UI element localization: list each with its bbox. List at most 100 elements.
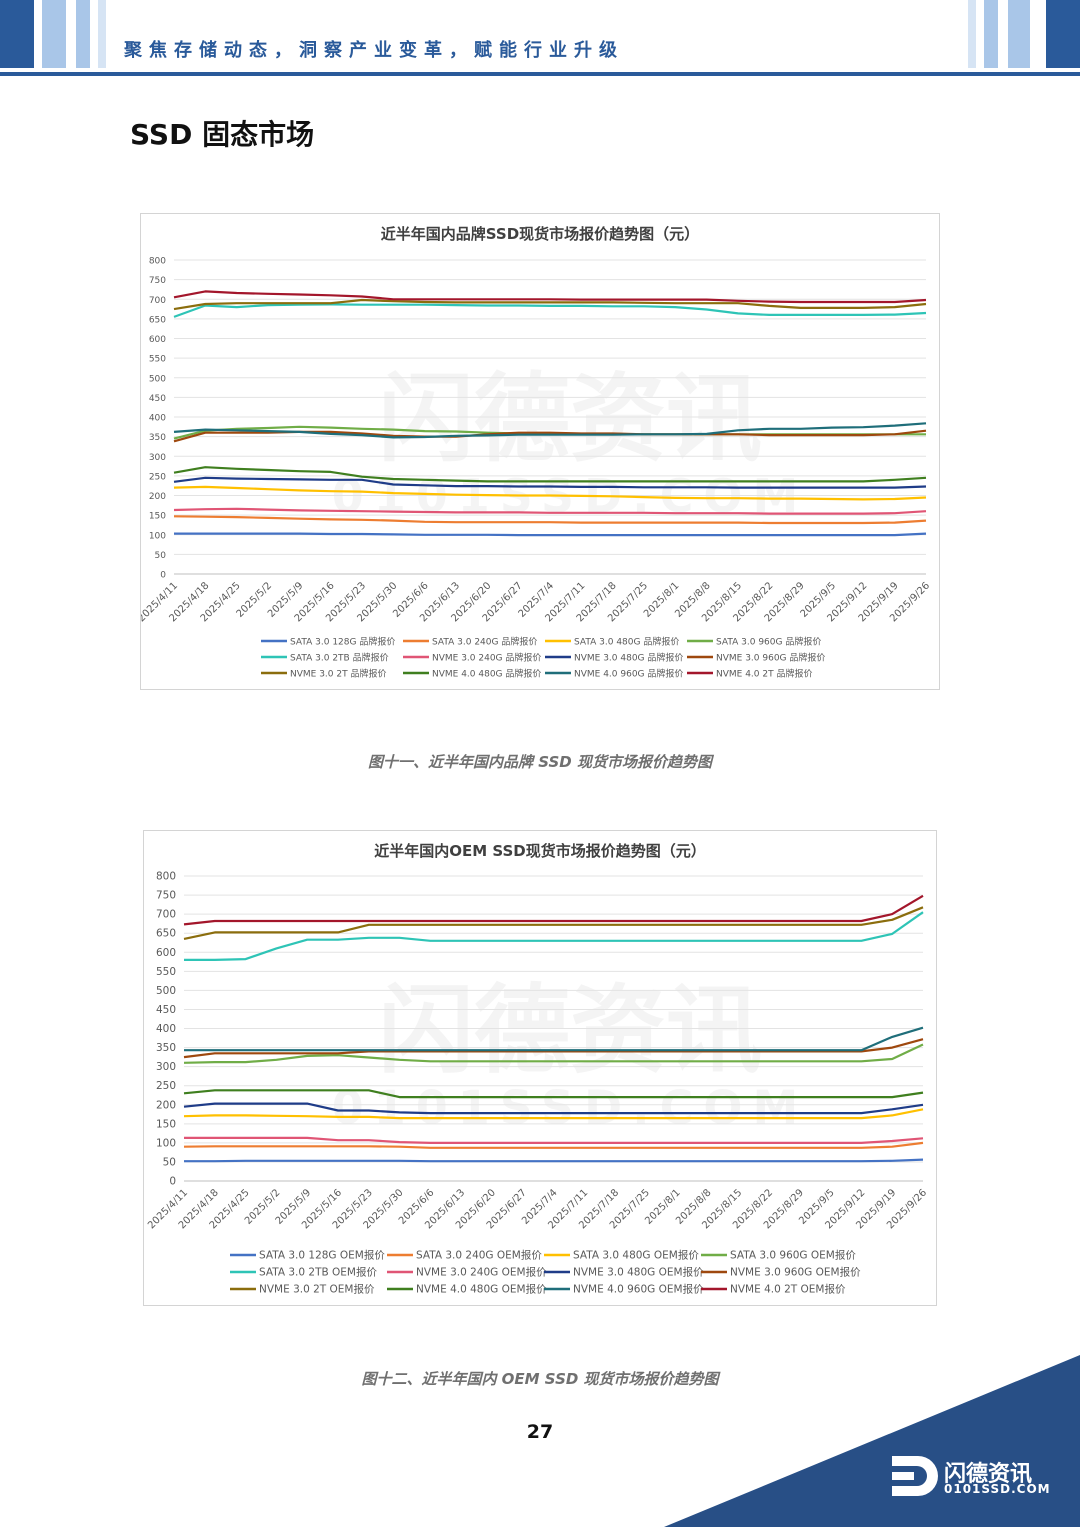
oem-legend-label: NVME 3.0 2T OEM报价: [259, 1283, 375, 1296]
brand-series-line: [173, 298, 927, 311]
sd-logo-icon: [892, 1456, 938, 1496]
footer-logo-url: 0101SSD.COM: [944, 1482, 1051, 1496]
brand-legend-label: NVME 3.0 480G 品牌报价: [574, 652, 683, 664]
brand-series-line: [173, 485, 927, 501]
brand-legend-label: SATA 3.0 240G 品牌报价: [432, 636, 537, 648]
oem-legend-label: SATA 3.0 960G OEM报价: [730, 1249, 856, 1262]
oem-ytick-label: 350: [156, 1042, 176, 1054]
brand-series-line: [173, 303, 927, 318]
oem-series-line: [184, 911, 924, 961]
oem-ytick-label: 100: [156, 1137, 176, 1149]
brand-series-line: [174, 532, 927, 537]
footer-logo-name: 闪德资讯: [944, 1462, 1033, 1487]
brand-chart-caption: 图十一、近半年国内品牌 SSD 现货市场报价趋势图: [368, 753, 712, 771]
brand-title: 近半年国内品牌SSD现货市场报价趋势图（元）: [381, 225, 699, 243]
brand-legend-label: NVME 4.0 960G 品牌报价: [574, 668, 683, 680]
oem-legend-label: SATA 3.0 2TB OEM报价: [259, 1266, 377, 1279]
brand-ytick-label: 500: [149, 374, 166, 384]
brand-series-line: [173, 422, 927, 439]
oem-ytick-label: 200: [156, 1099, 176, 1111]
oem-series-line: [183, 906, 924, 940]
oem-series-line: [183, 1141, 924, 1149]
brand-legend-label: SATA 3.0 128G 品牌报价: [290, 636, 395, 648]
oem-ytick-label: 150: [156, 1118, 176, 1130]
brand-ytick-label: 750: [149, 276, 166, 286]
brand-series-line: [173, 515, 927, 525]
page-number: 27: [526, 1421, 554, 1443]
brand-series-line: [173, 466, 927, 483]
brand-legend-label: SATA 3.0 960G 品牌报价: [716, 636, 821, 648]
oem-watermark-name: 闪德资讯: [378, 975, 762, 1087]
oem-ytick-label: 0: [169, 1176, 176, 1188]
brand-ytick-label: 650: [149, 315, 166, 325]
brand-series-line: [173, 507, 927, 515]
brand-ytick-label: 400: [149, 414, 166, 424]
oem-legend-label: SATA 3.0 128G OEM报价: [259, 1249, 385, 1262]
oem-ytick-label: 50: [163, 1156, 176, 1168]
brand-ytick-label: 50: [155, 551, 167, 561]
oem-ytick-label: 450: [156, 1004, 176, 1016]
brand-ytick-label: 300: [149, 453, 166, 463]
brand-series-line: [173, 476, 927, 489]
oem-ytick-label: 250: [156, 1080, 176, 1092]
brand-legend-label: NVME 4.0 480G 品牌报价: [432, 668, 541, 680]
brand-ytick-label: 150: [149, 512, 166, 522]
oem-series-line: [183, 1038, 924, 1059]
brand-legend-label: SATA 3.0 480G 品牌报价: [574, 636, 679, 648]
oem-series-line: [183, 1102, 924, 1115]
oem-title: 近半年国内OEM SSD现货市场报价趋势图（元）: [374, 842, 706, 860]
brand-ytick-label: 350: [149, 433, 166, 443]
oem-series-line: [183, 894, 924, 926]
oem-series-line: [183, 1043, 924, 1064]
oem-chart-caption: 图十二、近半年国内 OEM SSD 现货市场报价趋势图: [361, 1370, 719, 1388]
oem-ytick-label: 300: [156, 1061, 176, 1073]
header-left-bars: [0, 0, 112, 68]
oem-series-line: [184, 1026, 924, 1052]
brand-ytick-label: 700: [149, 296, 166, 306]
oem-ytick-label: 550: [156, 966, 176, 978]
section-title: SSD 固态市场: [130, 118, 315, 151]
oem-ytick-label: 750: [156, 890, 176, 902]
brand-ytick-label: 0: [160, 571, 166, 581]
brand-legend-label: NVME 3.0 960G 品牌报价: [716, 652, 825, 664]
oem-watermark-url: 0101SSD.COM: [332, 1081, 809, 1135]
oem-legend-label: NVME 3.0 480G OEM报价: [573, 1266, 704, 1279]
oem-series-line: [184, 1136, 924, 1144]
brand-watermark-name: 闪德资讯: [378, 363, 762, 475]
brand-ytick-label: 250: [149, 472, 166, 482]
oem-series-line: [183, 1108, 924, 1120]
brand-ytick-label: 450: [149, 394, 166, 404]
header-right-bars: [960, 0, 1080, 68]
brand-ytick-label: 600: [149, 335, 166, 345]
oem-legend-label: SATA 3.0 480G OEM报价: [573, 1249, 699, 1262]
oem-legend-label: NVME 4.0 960G OEM报价: [573, 1283, 704, 1296]
oem-legend-label: NVME 4.0 2T OEM报价: [730, 1283, 846, 1296]
brand-legend-label: NVME 3.0 2T 品牌报价: [290, 668, 386, 680]
brand-ytick-label: 550: [149, 355, 166, 365]
header-slogan: 聚焦存储动态，洞察产业变革，赋能行业升级: [124, 40, 624, 61]
brand-legend-label: NVME 4.0 2T 品牌报价: [716, 668, 812, 680]
oem-series-line: [184, 1158, 924, 1163]
oem-ytick-label: 700: [156, 909, 176, 921]
oem-ytick-label: 650: [156, 928, 176, 940]
brand-ytick-label: 800: [149, 257, 166, 267]
brand-price-chart-svg: 近半年国内品牌SSD现货市场报价趋势图（元）闪德资讯0101SSD.COM050…: [141, 225, 932, 680]
oem-ytick-label: 800: [156, 871, 176, 883]
brand-series-line: [173, 290, 927, 304]
oem-series-line: [183, 1089, 924, 1099]
brand-legend-label: NVME 3.0 240G 品牌报价: [432, 652, 541, 664]
brand-ytick-label: 100: [149, 531, 166, 541]
brand-ytick-label: 200: [149, 492, 166, 502]
oem-ytick-label: 400: [156, 1023, 176, 1035]
oem-legend-label: NVME 4.0 480G OEM报价: [416, 1283, 547, 1296]
oem-price-chart: 近半年国内OEM SSD现货市场报价趋势图（元） 闪德资讯 0101SSD.COM 0…: [143, 830, 937, 1306]
oem-legend-label: NVME 3.0 240G OEM报价: [416, 1266, 547, 1279]
header-divider: [0, 72, 1080, 76]
oem-legend-label: NVME 3.0 960G OEM报价: [730, 1266, 861, 1279]
oem-legend-label: SATA 3.0 240G OEM报价: [416, 1249, 542, 1262]
brand-legend-label: SATA 3.0 2TB 品牌报价: [290, 652, 389, 664]
oem-ytick-label: 500: [156, 985, 176, 997]
brand-price-chart: 近半年国内品牌SSD现货市场报价趋势图（元） 闪德资讯 0101SSD.COM 0 50…: [140, 213, 940, 690]
oem-ytick-label: 600: [156, 947, 176, 959]
